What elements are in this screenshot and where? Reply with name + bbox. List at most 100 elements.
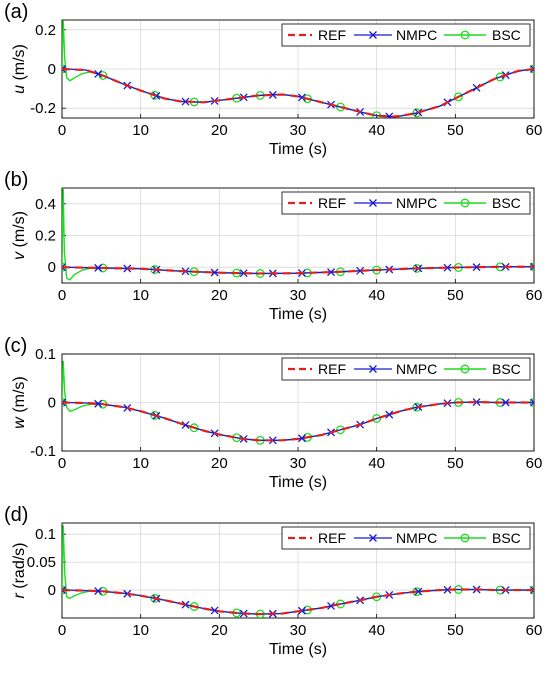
x-tick-label: 30 [290, 455, 307, 472]
y-tick-label: 0.1 [35, 526, 56, 543]
x-tick-label: 50 [447, 287, 464, 304]
legend-label-ref: REF [318, 361, 346, 377]
x-tick-label: 50 [447, 122, 464, 139]
x-tick-label: 10 [132, 455, 149, 472]
x-tick-label: 10 [132, 622, 149, 639]
data-point-nmpc [181, 421, 190, 430]
y-axis-label-unit: (m/s) [11, 44, 28, 85]
y-tick-label: 0.2 [35, 22, 56, 39]
data-point-nmpc [443, 263, 452, 272]
legend-label-bsc: BSC [492, 530, 521, 546]
y-axis-label: r (rad/s) [11, 543, 28, 599]
legend-marker-nmpc [369, 199, 377, 207]
chart-panel-b: 0 10 20 30 40 50 60 0 0.2 0.4 Time (s) v (m/s) (b) RE… [4, 169, 542, 323]
legend-marker-nmpc [369, 534, 377, 542]
x-tick-label: 0 [58, 455, 66, 472]
x-axis-label: Time (s) [269, 141, 327, 158]
data-point-bsc [189, 423, 199, 433]
data-point-nmpc [62, 65, 66, 73]
legend-box [281, 23, 531, 47]
legend-box [281, 526, 531, 550]
data-point-bsc [372, 414, 382, 423]
legend-marker-nmpc [369, 365, 377, 373]
y-axis-label: v (m/s) [11, 211, 28, 260]
x-tick-label: 40 [368, 622, 385, 639]
x-tick-label: 20 [211, 287, 228, 304]
data-point-nmpc [152, 91, 161, 100]
x-tick-label: 50 [447, 455, 464, 472]
series-line-ref [62, 265, 534, 275]
x-tick-label: 40 [368, 287, 385, 304]
data-point-nmpc [94, 69, 103, 78]
legend-marker-bsc [460, 364, 470, 374]
x-tick-label: 30 [290, 622, 307, 639]
data-point-nmpc [414, 587, 423, 596]
x-tick-label: 20 [211, 122, 228, 139]
data-point-nmpc [62, 586, 66, 595]
x-tick-label: 60 [526, 455, 543, 472]
panel-label: (d) [4, 504, 28, 526]
x-axis-label: Time (s) [269, 474, 327, 491]
series-group [62, 360, 534, 445]
y-axis-label-unit: (m/s) [11, 376, 28, 417]
x-tick-label: 60 [526, 122, 543, 139]
legend-marker-bsc [460, 533, 470, 543]
chart-panel-d: 0 10 20 30 40 50 60 0 0.05 0.1 Time (s) r (rad/s) (d… [4, 504, 542, 658]
legend-label-nmpc: NMPC [396, 27, 437, 43]
panel-label: (b) [4, 169, 28, 191]
y-axis-label-var: w [11, 416, 28, 429]
data-point-nmpc [94, 587, 103, 596]
data-point-nmpc [62, 398, 66, 407]
legend-label-ref: REF [318, 530, 346, 546]
data-point-nmpc [472, 263, 481, 272]
x-tick-label: 20 [211, 455, 228, 472]
y-tick-label: 0.2 [35, 228, 56, 245]
y-axis-label-unit: (m/s) [11, 211, 28, 252]
legend-label-bsc: BSC [492, 27, 521, 43]
data-point-nmpc [327, 268, 335, 277]
x-tick-label: 60 [526, 287, 543, 304]
data-point-nmpc [210, 606, 219, 615]
y-tick-label: -0.1 [30, 443, 56, 460]
y-tick-label: 0 [48, 259, 56, 276]
x-tick-label: 10 [132, 122, 149, 139]
data-point-nmpc [210, 268, 219, 277]
y-tick-label: 0 [48, 582, 56, 599]
y-axis-label-var: r [11, 593, 28, 599]
y-tick-label: 0.4 [35, 196, 56, 213]
data-point-nmpc [327, 601, 335, 610]
legend-label-ref: REF [318, 27, 346, 43]
legend-label-nmpc: NMPC [396, 195, 437, 211]
legend-marker-nmpc [369, 31, 377, 39]
y-tick-label: 0.1 [35, 346, 56, 363]
x-tick-label: 10 [132, 287, 149, 304]
x-tick-label: 50 [447, 622, 464, 639]
legend: REF NMPC BSC [281, 23, 531, 47]
data-point-nmpc [530, 65, 534, 73]
data-point-nmpc [181, 97, 190, 106]
legend-label-nmpc: NMPC [396, 361, 437, 377]
x-tick-label: 60 [526, 622, 543, 639]
legend-box [281, 357, 531, 381]
data-point-nmpc [530, 398, 534, 407]
legend: REF NMPC BSC [281, 357, 531, 381]
x-tick-label: 20 [211, 622, 228, 639]
legend-marker-bsc [460, 30, 470, 40]
y-tick-label: 0 [48, 61, 56, 78]
data-point-nmpc [297, 434, 306, 443]
data-point-nmpc [443, 585, 452, 594]
x-axis-label: Time (s) [269, 306, 327, 323]
legend-label-ref: REF [318, 195, 346, 211]
data-point-bsc [454, 92, 463, 102]
legend-box [281, 191, 531, 215]
y-axis-label-var: u [11, 85, 28, 94]
data-point-nmpc [94, 399, 103, 408]
x-tick-label: 30 [290, 122, 307, 139]
series-line-ref [62, 67, 534, 118]
data-point-nmpc [62, 263, 66, 272]
legend-label-bsc: BSC [492, 195, 521, 211]
series-group [62, 20, 534, 118]
data-point-bsc [150, 90, 160, 100]
x-tick-label: 30 [290, 287, 307, 304]
